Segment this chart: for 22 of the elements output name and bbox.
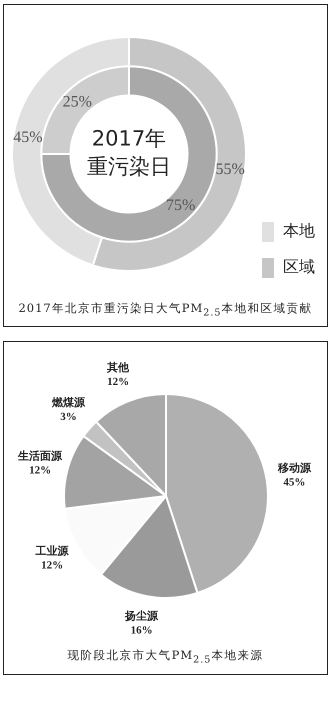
text: 重污染日 (86, 154, 170, 178)
data-label: 12% (40, 560, 63, 572)
data-label: 75% (166, 196, 195, 214)
text: 2017年北京市重污染日大气PM$_{2.5}$本地和区域贡献 (17, 300, 314, 320)
legend-label: 区域 (282, 257, 314, 276)
legend-label: 本地 (282, 221, 314, 240)
slice-label: 燃煤源 (50, 396, 86, 410)
slice-label: 移动源 (276, 462, 312, 475)
data-label: 12% (106, 376, 129, 388)
data-label: 45% (12, 129, 42, 146)
text: 现阶段北京市大气PM$_{2.5}$本地来源 (66, 647, 264, 668)
slice-label: 工业源 (34, 544, 70, 558)
slice-label: 生活面源 (16, 450, 63, 463)
data-label: 55% (214, 161, 244, 178)
data-label: 12% (28, 464, 51, 477)
data-label: 45% (282, 476, 305, 489)
data-label: 25% (62, 93, 92, 110)
text: 2017年 (91, 126, 166, 150)
slice-label: 扬尘源 (124, 610, 159, 623)
data-label: 3% (60, 411, 76, 424)
data-label: 16% (130, 624, 152, 637)
slice-label: 其他 (106, 361, 130, 374)
